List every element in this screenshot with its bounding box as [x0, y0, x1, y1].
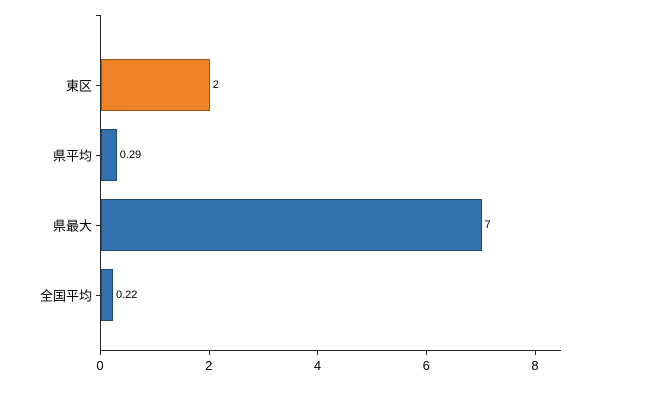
value-label: 0.22	[115, 289, 138, 301]
x-tick-label: 6	[422, 358, 430, 373]
x-axis-line	[100, 350, 561, 351]
bar-全国平均	[101, 269, 113, 321]
x-tick-mark	[208, 351, 210, 355]
bar-東区	[101, 59, 210, 111]
category-label: 東区	[65, 78, 92, 94]
x-tick-label: 8	[531, 358, 539, 373]
bar-県平均	[101, 129, 117, 181]
value-label: 2	[212, 79, 219, 91]
value-label: 7	[484, 219, 491, 231]
x-tick-label: 2	[205, 358, 213, 373]
y-axis-line	[100, 15, 101, 351]
category-label: 全国平均	[39, 288, 92, 304]
y-tick-mark	[96, 295, 100, 296]
x-tick-label: 0	[96, 358, 104, 373]
x-tick-mark	[100, 351, 101, 355]
y-tick-mark	[96, 85, 100, 86]
x-tick-label: 4	[313, 358, 322, 373]
y-tick-mark	[96, 155, 100, 156]
category-label: 県平均	[52, 148, 92, 164]
bar-県最大	[101, 199, 482, 251]
y-tick-mark	[96, 225, 100, 226]
value-label: 0.29	[119, 149, 142, 161]
x-tick-mark	[534, 351, 536, 355]
y-tick-mark	[96, 15, 100, 16]
x-tick-mark	[426, 351, 428, 355]
category-label: 県最大	[52, 218, 92, 234]
x-tick-mark	[317, 351, 319, 355]
